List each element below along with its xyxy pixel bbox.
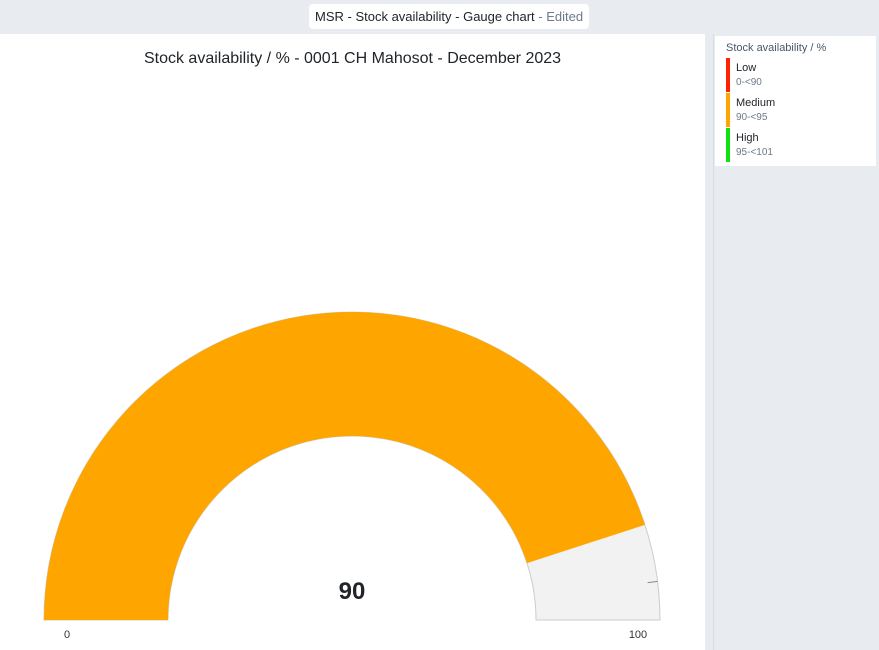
visualization-title[interactable]: MSR - Stock availability - Gauge chart -… xyxy=(309,4,590,29)
legend-panel: Stock availability / % Low 0-<90 Medium … xyxy=(713,34,879,650)
legend-title: Stock availability / % xyxy=(726,42,827,54)
legend-color-high xyxy=(726,128,730,162)
chart-area: Stock availability / % - 0001 CH Mahosot… xyxy=(0,34,705,650)
panel-divider[interactable] xyxy=(705,34,713,650)
visualization-title-text: MSR - Stock availability - Gauge chart xyxy=(315,9,535,24)
gauge-target-tick xyxy=(647,580,658,584)
title-separator: - xyxy=(534,9,547,24)
gauge-max-label: 100 xyxy=(629,629,647,641)
legend-range-medium: 90-<95 xyxy=(736,112,768,123)
legend-item-high: High 95-<101 xyxy=(726,128,773,162)
gauge-min-label: 0 xyxy=(64,629,70,641)
gauge-value-label: 90 xyxy=(339,578,366,605)
legend-range-high: 95-<101 xyxy=(736,147,773,158)
legend-label-medium: Medium xyxy=(736,97,776,109)
top-bar: MSR - Stock availability - Gauge chart -… xyxy=(0,0,879,35)
legend-range-low: 0-<90 xyxy=(736,77,762,88)
legend-item-medium: Medium 90-<95 xyxy=(726,93,775,127)
chart-title: Stock availability / % - 0001 CH Mahosot… xyxy=(143,50,562,67)
legend-label-high: High xyxy=(736,132,759,144)
legend-item-low: Low 0-<90 xyxy=(726,58,762,92)
legend-color-medium xyxy=(726,93,730,127)
legend: Stock availability / % Low 0-<90 Medium … xyxy=(715,36,876,166)
edited-status: Edited xyxy=(546,9,584,24)
gauge-value-band xyxy=(44,311,645,620)
legend-color-low xyxy=(726,58,730,92)
legend-label-low: Low xyxy=(736,62,757,74)
gauge-chart: 90 0 100 xyxy=(43,311,661,641)
